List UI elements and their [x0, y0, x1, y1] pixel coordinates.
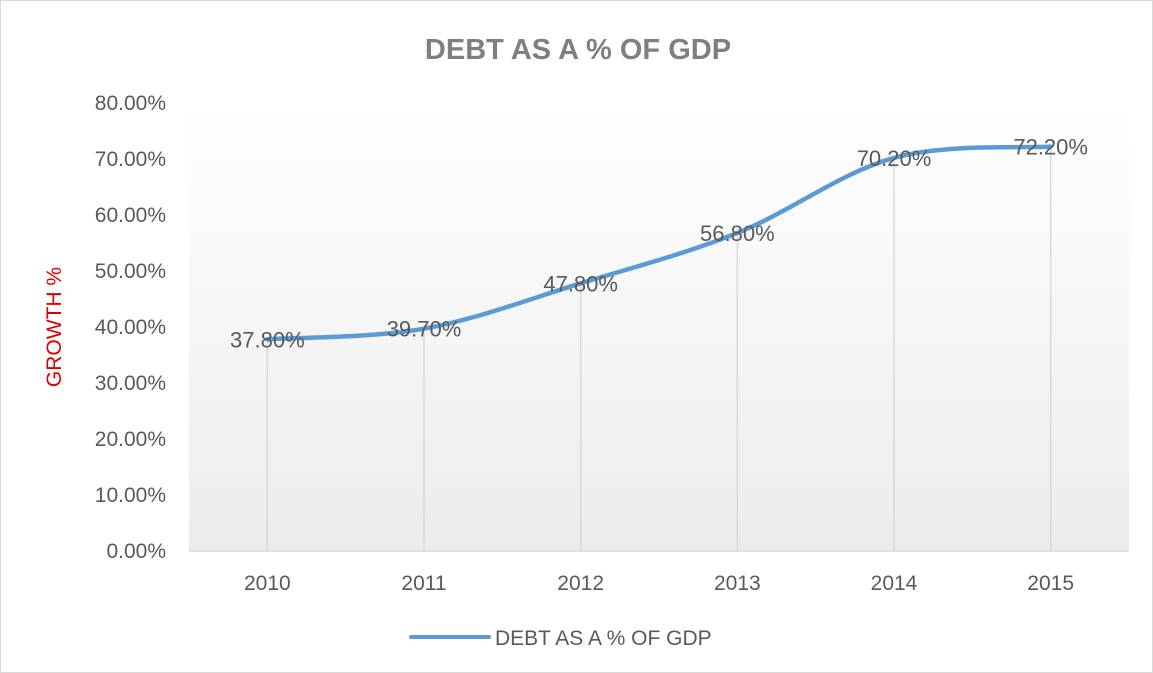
x-tick-label: 2013 [714, 572, 761, 595]
data-label: 72.20% [1013, 135, 1088, 160]
y-axis-ticks: 0.00% 10.00% 20.00% 30.00% 40.00% 50.00% 60.00… [95, 92, 166, 563]
x-tick-label: 2010 [244, 572, 291, 595]
plot-area [189, 103, 1129, 551]
y-tick-label: 80.00% [95, 92, 166, 115]
x-tick-label: 2015 [1027, 572, 1074, 595]
data-label: 56.80% [700, 221, 775, 246]
series-line [265, 144, 1053, 342]
legend: DEBT AS A % OF GDP [409, 627, 712, 650]
y-tick-label: 0.00% [106, 540, 166, 563]
chart-title: DEBT AS A % OF GDP [425, 34, 731, 66]
y-tick-label: 70.00% [95, 148, 166, 171]
data-labels: 37.80% 39.70% 47.80% 56.80% 70.20% 72.20% [230, 135, 1088, 353]
y-axis-label: GROWTH % [43, 267, 66, 387]
y-tick-label: 30.00% [95, 372, 166, 395]
data-label: 37.80% [230, 327, 305, 352]
y-tick-label: 60.00% [95, 204, 166, 227]
drop-lines [266, 146, 1052, 551]
y-tick-label: 40.00% [95, 316, 166, 339]
data-label: 70.20% [857, 146, 932, 171]
y-tick-label: 50.00% [95, 260, 166, 283]
series-group [265, 144, 1053, 342]
x-tick-label: 2012 [557, 572, 604, 595]
data-label: 47.80% [543, 271, 618, 296]
data-label: 39.70% [387, 317, 462, 342]
y-tick-label: 20.00% [95, 428, 166, 451]
x-tick-label: 2011 [401, 572, 446, 595]
y-tick-label: 10.00% [95, 484, 166, 507]
legend-label: DEBT AS A % OF GDP [495, 627, 712, 650]
x-axis-ticks: 2010 2011 2012 2013 2014 2015 [244, 572, 1074, 595]
x-tick-label: 2014 [871, 572, 918, 595]
